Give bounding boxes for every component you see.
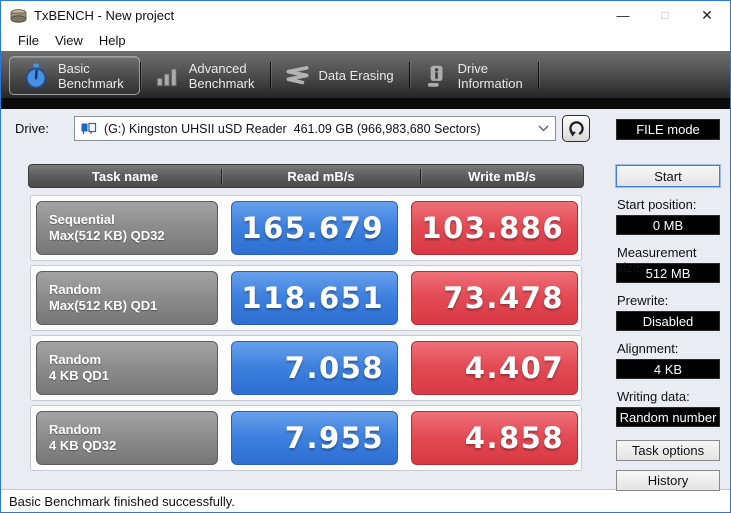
header-task-name: Task name	[91, 168, 159, 184]
tab-separator	[269, 62, 271, 89]
task-name-cell: Random 4 KB QD1	[36, 341, 218, 395]
drive-label: Drive:	[15, 121, 49, 136]
start-position-value[interactable]: 0 MB	[616, 215, 720, 235]
main-content: Drive: (G:) Kingston UHSII uSD Reader 46…	[1, 109, 730, 491]
table-row: Random 4 KB QD32 7.955 4.858	[30, 405, 582, 471]
menu-file[interactable]: File	[18, 32, 39, 48]
read-speed-value: 165.679	[241, 211, 384, 245]
refresh-drives-button[interactable]	[562, 115, 590, 142]
status-text: Basic Benchmark finished successfully.	[9, 494, 235, 509]
benchmark-results: Sequential Max(512 KB) QD32 165.679 103.8…	[30, 195, 582, 471]
removable-disk-icon	[81, 122, 97, 134]
write-speed-value: 73.478	[443, 281, 564, 315]
header-read: Read mB/s	[221, 168, 420, 184]
write-speed-value: 103.886	[421, 211, 564, 245]
close-button[interactable]: ✕	[701, 6, 713, 23]
start-position-label: Start position:	[617, 197, 697, 212]
write-speed-cell: 73.478	[411, 271, 578, 325]
writing-data-value[interactable]: Random number	[616, 407, 720, 427]
history-button[interactable]: History	[616, 470, 720, 491]
write-speed-cell: 4.858	[411, 411, 578, 465]
menu-bar: File View Help	[1, 29, 730, 51]
table-row: Sequential Max(512 KB) QD32 165.679 103.8…	[30, 195, 582, 261]
tab-label: Advanced Benchmark	[188, 60, 255, 91]
write-speed-value: 4.407	[464, 351, 564, 385]
status-bar: Basic Benchmark finished successfully.	[1, 489, 730, 512]
table-row: Random Max(512 KB) QD1 118.651 73.478	[30, 265, 582, 331]
read-speed-value: 7.955	[284, 421, 384, 455]
read-speed-cell: 118.651	[231, 271, 398, 325]
read-speed-cell: 165.679	[231, 201, 398, 255]
task-options-button[interactable]: Task options	[616, 440, 720, 461]
file-mode-button[interactable]: FILE mode	[616, 119, 720, 140]
maximize-button[interactable]: □	[661, 8, 669, 22]
alignment-label: Alignment:	[617, 341, 679, 356]
measurement-size-label: Measurement size:	[617, 245, 697, 275]
tab-label: Basic Benchmark	[58, 60, 124, 91]
header-write: Write mB/s	[420, 168, 583, 184]
tab-label: Drive Information	[457, 60, 523, 91]
tab-separator	[537, 62, 539, 89]
task-name-cell: Random 4 KB QD32	[36, 411, 218, 465]
table-header: Task name Read mB/s Write mB/s	[28, 164, 584, 188]
window-title: TxBENCH - New project	[34, 7, 175, 23]
title-bar: TxBENCH - New project — □ ✕	[1, 1, 730, 29]
tab-bar: Basic Benchmark Advanced Benchmark Data Er…	[1, 51, 730, 109]
writing-data-label: Writing data:	[617, 389, 690, 404]
read-speed-value: 118.651	[241, 281, 384, 315]
tab-data-erasing[interactable]: Data Erasing	[271, 56, 409, 95]
tab-basic-benchmark[interactable]: Basic Benchmark	[9, 56, 140, 95]
app-icon	[10, 8, 27, 23]
task-name-cell: Sequential Max(512 KB) QD32	[36, 201, 218, 255]
prewrite-label: Prewrite:	[617, 293, 669, 308]
drive-select[interactable]: (G:) Kingston UHSII uSD Reader 461.09 GB…	[74, 116, 556, 141]
chevron-down-icon	[538, 125, 549, 132]
tab-separator	[408, 62, 410, 89]
read-speed-value: 7.058	[284, 351, 384, 385]
tab-label: Data Erasing	[318, 68, 394, 83]
drive-selected-value: (G:) Kingston UHSII uSD Reader 461.09 GB…	[104, 121, 481, 136]
menu-help[interactable]: Help	[98, 32, 126, 48]
settings-sidebar: Start Start position: 0 MB Measurement s…	[616, 165, 720, 491]
read-speed-cell: 7.058	[231, 341, 398, 395]
read-speed-cell: 7.955	[231, 411, 398, 465]
alignment-value[interactable]: 4 KB	[616, 359, 720, 379]
measurement-size-value[interactable]: 512 MB	[616, 263, 720, 283]
tab-separator	[139, 62, 141, 89]
bar-chart-icon	[156, 67, 177, 86]
table-row: Random 4 KB QD1 7.058 4.407	[30, 335, 582, 401]
stopwatch-icon	[25, 63, 47, 88]
refresh-icon	[568, 121, 584, 137]
tab-advanced-benchmark[interactable]: Advanced Benchmark	[141, 56, 270, 95]
minimize-button[interactable]: —	[616, 7, 630, 23]
write-speed-cell: 4.407	[411, 341, 578, 395]
start-button[interactable]: Start	[616, 165, 720, 187]
eraser-icon	[285, 65, 309, 84]
menu-view[interactable]: View	[54, 32, 83, 48]
write-speed-cell: 103.886	[411, 201, 578, 255]
write-speed-value: 4.858	[464, 421, 564, 455]
tab-drive-information[interactable]: Drive Information	[410, 56, 538, 95]
prewrite-value[interactable]: Disabled	[616, 311, 720, 331]
task-name-cell: Random Max(512 KB) QD1	[36, 271, 218, 325]
drive-info-icon	[427, 65, 443, 87]
